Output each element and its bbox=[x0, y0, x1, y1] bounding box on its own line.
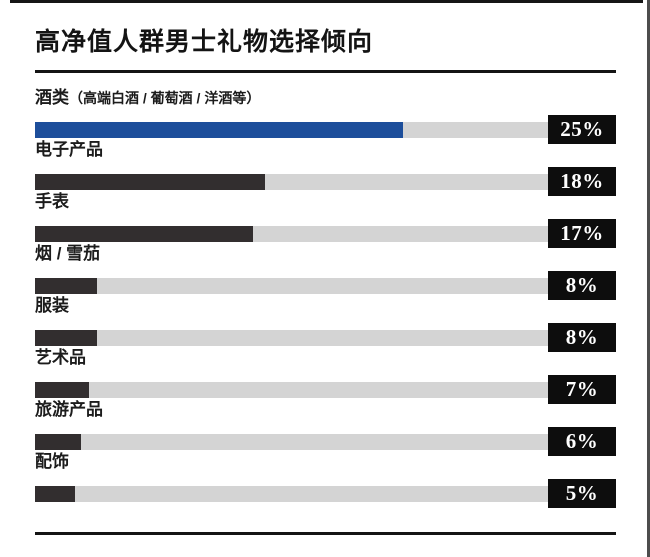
category-label: 烟 / 雪茄 bbox=[35, 243, 100, 265]
value-badge: 18% bbox=[548, 167, 616, 196]
bar-fill bbox=[35, 278, 98, 294]
bar-track bbox=[35, 382, 554, 398]
category-label: 配饰 bbox=[35, 451, 69, 473]
bar-track bbox=[35, 278, 554, 294]
category-label-suffix: （高端白酒 / 葡萄酒 / 洋酒等） bbox=[69, 90, 261, 106]
chart-row: 手表 17% bbox=[0, 191, 650, 248]
chart-row: 电子产品 18% bbox=[0, 139, 650, 196]
category-label-main: 艺术品 bbox=[35, 348, 86, 367]
chart-row: 烟 / 雪茄 8% bbox=[0, 243, 650, 300]
category-label: 手表 bbox=[35, 191, 69, 213]
category-label: 电子产品 bbox=[35, 139, 103, 161]
bar-track bbox=[35, 330, 554, 346]
bar-fill bbox=[35, 226, 253, 242]
bar-track bbox=[35, 174, 554, 190]
bottom-divider-rule bbox=[35, 532, 616, 535]
chart-row: 配饰 5% bbox=[0, 451, 650, 508]
value-badge: 8% bbox=[548, 271, 616, 300]
bar-fill bbox=[35, 434, 82, 450]
bar-fill bbox=[35, 486, 75, 502]
bar-fill bbox=[35, 174, 265, 190]
category-label: 艺术品 bbox=[35, 347, 86, 369]
chart-title: 高净值人群男士礼物选择倾向 bbox=[35, 28, 374, 56]
category-label-main: 配饰 bbox=[35, 452, 69, 471]
value-badge: 8% bbox=[548, 323, 616, 352]
value-badge: 25% bbox=[548, 115, 616, 144]
chart-row: 艺术品 7% bbox=[0, 347, 650, 404]
value-badge: 6% bbox=[548, 427, 616, 456]
category-label: 酒类（高端白酒 / 葡萄酒 / 洋酒等） bbox=[35, 87, 260, 109]
category-label: 服装 bbox=[35, 295, 69, 317]
chart-row: 旅游产品 6% bbox=[0, 399, 650, 456]
right-edge-border bbox=[647, 0, 650, 557]
value-badge: 17% bbox=[548, 219, 616, 248]
category-label-main: 酒类 bbox=[35, 88, 69, 107]
category-label-main: 电子产品 bbox=[35, 140, 103, 159]
category-label: 旅游产品 bbox=[35, 399, 103, 421]
bar-track bbox=[35, 226, 554, 242]
chart-row: 服装 8% bbox=[0, 295, 650, 352]
bar-fill bbox=[35, 122, 403, 138]
bar-track bbox=[35, 486, 554, 502]
top-divider-line bbox=[10, 0, 643, 3]
bar-fill bbox=[35, 382, 89, 398]
title-underline-rule bbox=[35, 70, 616, 73]
bar-fill bbox=[35, 330, 98, 346]
value-badge: 7% bbox=[548, 375, 616, 404]
category-label-main: 烟 / 雪茄 bbox=[35, 244, 101, 263]
category-label-main: 服装 bbox=[35, 296, 69, 315]
chart-row: 酒类（高端白酒 / 葡萄酒 / 洋酒等） 25% bbox=[0, 87, 650, 144]
bar-track bbox=[35, 122, 554, 138]
category-label-main: 手表 bbox=[35, 192, 69, 211]
category-label-main: 旅游产品 bbox=[35, 400, 103, 419]
bar-track bbox=[35, 434, 554, 450]
value-badge: 5% bbox=[548, 479, 616, 508]
